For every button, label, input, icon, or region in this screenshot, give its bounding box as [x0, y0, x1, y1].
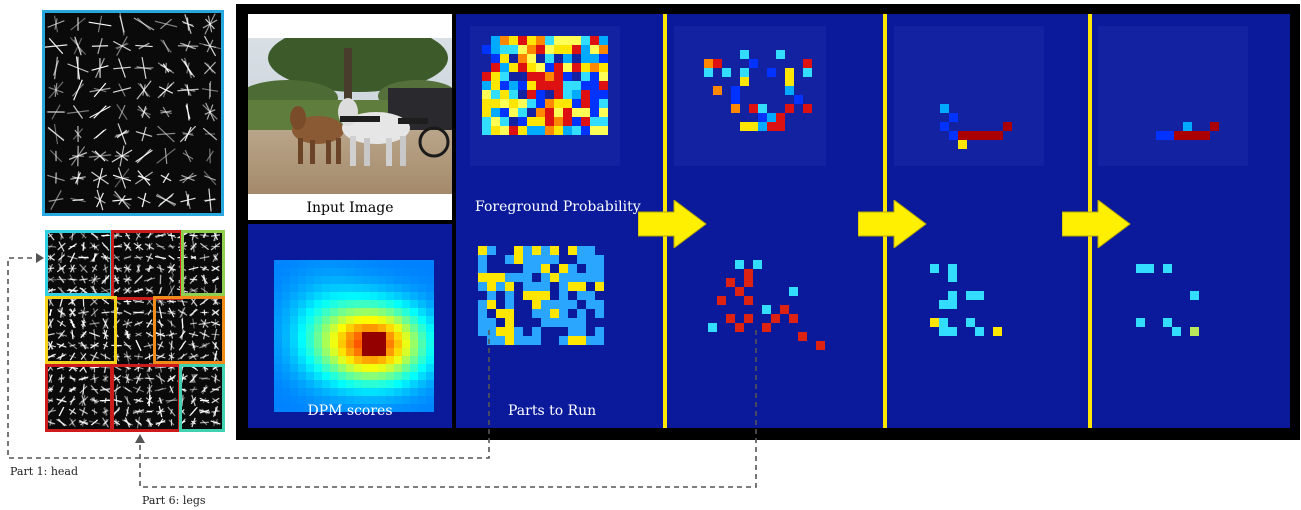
right-arrow-icon	[1062, 200, 1132, 248]
parts-to-run-label: Parts to Run	[508, 403, 597, 419]
right-arrow-icon	[858, 200, 928, 248]
dpm-scores-panel	[248, 224, 452, 428]
cascade-panel	[456, 14, 1290, 428]
horses-photo	[248, 38, 452, 194]
dpm-scores-label: DPM scores	[307, 403, 393, 419]
hog-parts-filter	[45, 230, 225, 432]
input-photo	[248, 38, 452, 194]
dpm-score-heatmap	[274, 260, 434, 412]
input-image-label: Input Image	[306, 200, 394, 216]
hog-parts-filter-image	[45, 230, 221, 429]
part6-label: Part 6: legs	[142, 494, 206, 507]
part-box-yellow	[45, 296, 117, 364]
part-box-green	[181, 230, 225, 296]
part-box-teal	[179, 364, 225, 432]
foreground-probability-label: Foreground Probability	[475, 199, 641, 215]
hog-root-filter-image	[45, 13, 221, 212]
part1-label: Part 1: head	[10, 465, 79, 478]
part-box-orange	[153, 296, 225, 364]
hog-root-filter	[42, 10, 224, 216]
right-arrow-icon	[638, 200, 708, 248]
